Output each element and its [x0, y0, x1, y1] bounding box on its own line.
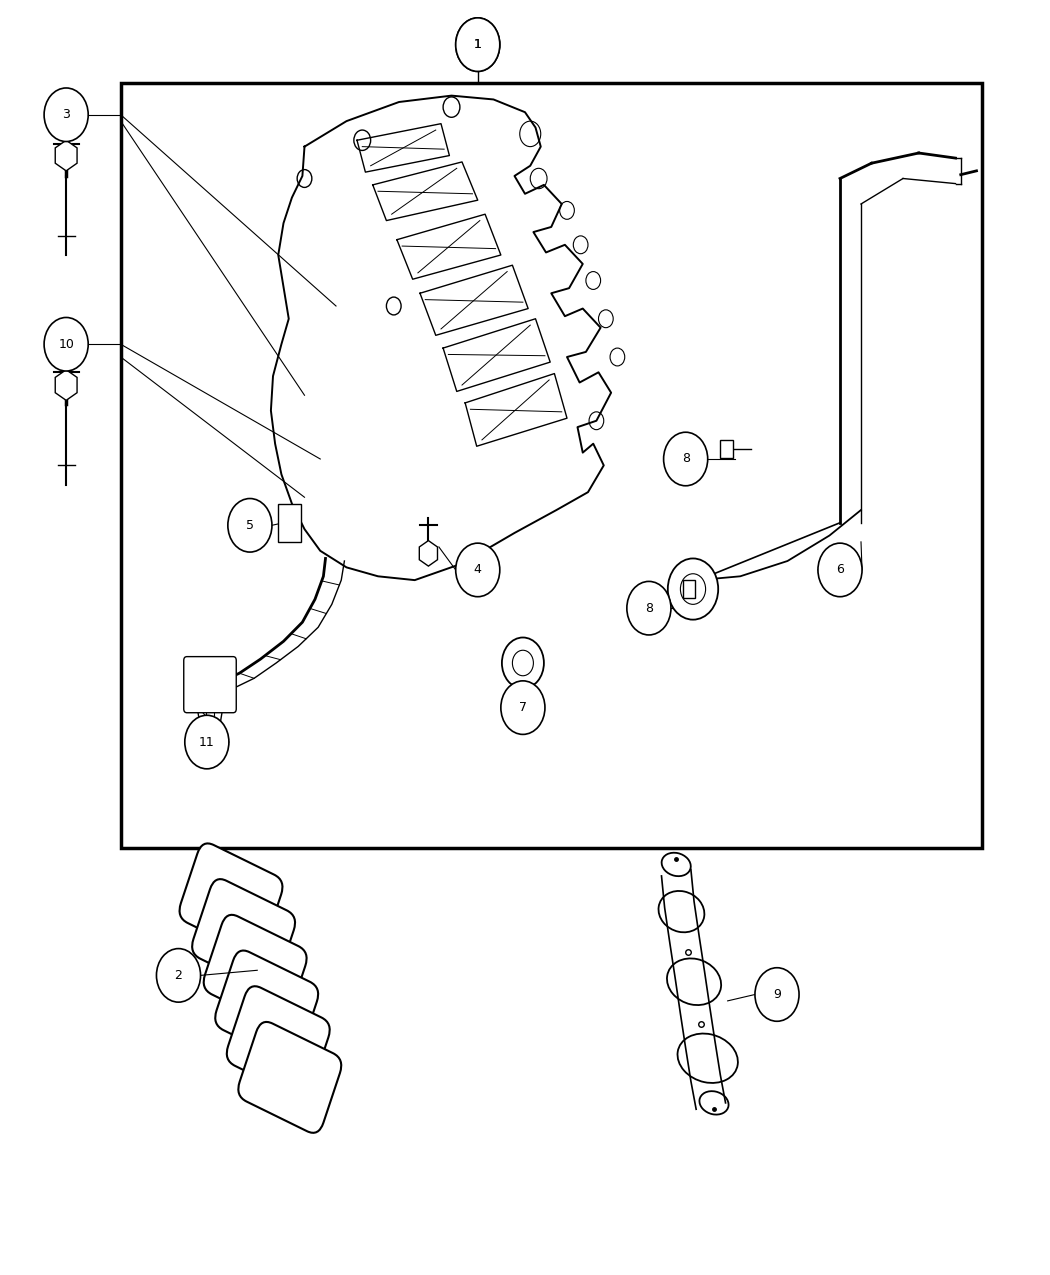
Text: 2: 2 [174, 969, 183, 982]
Circle shape [44, 88, 88, 142]
Circle shape [818, 543, 862, 597]
Circle shape [456, 18, 500, 71]
FancyBboxPatch shape [184, 657, 236, 713]
Bar [121, 83, 982, 848]
Circle shape [456, 18, 500, 71]
FancyBboxPatch shape [180, 843, 282, 955]
Bar [682, 580, 695, 598]
FancyBboxPatch shape [238, 1021, 341, 1133]
Circle shape [456, 543, 500, 597]
Bar [278, 504, 301, 542]
FancyBboxPatch shape [192, 878, 295, 991]
Circle shape [156, 949, 201, 1002]
Text: 6: 6 [836, 564, 844, 576]
Circle shape [185, 715, 229, 769]
FancyBboxPatch shape [215, 950, 318, 1062]
Bar [720, 440, 733, 458]
Text: 4: 4 [474, 564, 482, 576]
Circle shape [627, 581, 671, 635]
Circle shape [228, 499, 272, 552]
Text: 8: 8 [645, 602, 653, 615]
Circle shape [502, 638, 544, 688]
Circle shape [668, 558, 718, 620]
FancyBboxPatch shape [227, 986, 330, 1098]
Circle shape [664, 432, 708, 486]
Text: 1: 1 [474, 38, 482, 51]
Text: 3: 3 [62, 108, 70, 121]
Text: 9: 9 [773, 988, 781, 1001]
Circle shape [44, 317, 88, 371]
Text: 7: 7 [519, 701, 527, 714]
Text: 11: 11 [200, 736, 215, 748]
Text: 8: 8 [681, 453, 690, 465]
FancyBboxPatch shape [204, 914, 307, 1026]
Text: 5: 5 [246, 519, 254, 532]
Text: 1: 1 [474, 38, 482, 51]
Circle shape [755, 968, 799, 1021]
Text: 10: 10 [58, 338, 75, 351]
Circle shape [501, 681, 545, 734]
